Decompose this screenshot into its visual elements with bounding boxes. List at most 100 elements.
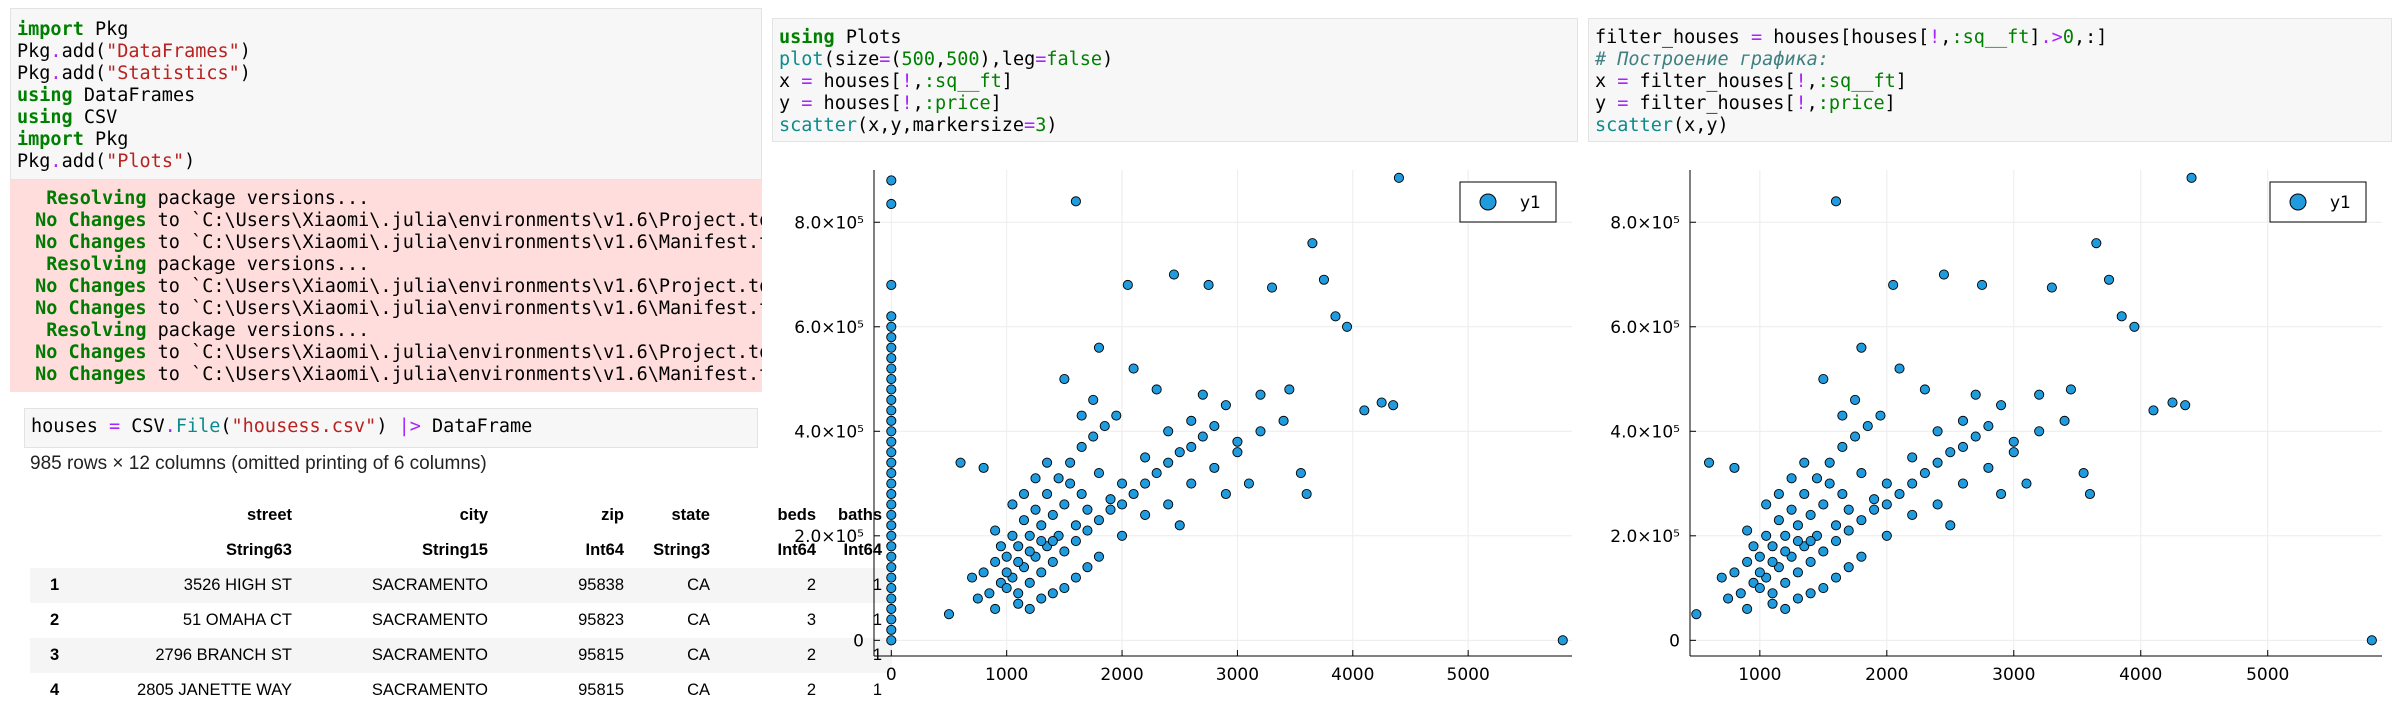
data-point [1007, 499, 1018, 510]
table-cell: 1 [872, 611, 882, 629]
data-point [1691, 609, 1702, 620]
code-token: ,:] [2073, 27, 2108, 48]
header-row: street city zip state beds baths [30, 498, 892, 533]
stderr-status: No Changes [24, 276, 147, 297]
data-point [1742, 603, 1753, 615]
data-point [2091, 238, 2102, 249]
data-point [972, 593, 983, 604]
data-point [1869, 504, 1880, 515]
data-point [1036, 593, 1047, 604]
data-point [1122, 279, 1133, 291]
table-cell: 95823 [578, 611, 624, 629]
data-point [1059, 583, 1070, 594]
stderr-message: to `C:\Users\Xiaomi\.julia\environments\… [146, 276, 762, 297]
data-point [1919, 384, 1930, 395]
data-point [1082, 504, 1093, 515]
column-header-beds: beds [777, 506, 816, 524]
code-token: houses [31, 416, 109, 437]
data-point [1082, 562, 1093, 573]
code-cell-plot2[interactable]: filter_houses = houses[houses[!,:sq__ft]… [1588, 18, 2392, 142]
code-token: 0 [2062, 27, 2074, 48]
table-row: 4 2805 JANETTE WAY SACRAMENTO 95815 CA 2 1 [30, 673, 892, 708]
code-editor[interactable]: houses = CSV.File("housess.csv") |> Data… [31, 416, 751, 438]
data-point [886, 321, 897, 332]
row-index: 1 [30, 568, 86, 603]
data-point [1830, 535, 1842, 547]
code-token: add( [61, 151, 107, 172]
data-point [990, 603, 1001, 615]
y-tick-label: 6.0×10⁵ [794, 318, 864, 338]
code-token: scatter [779, 115, 857, 136]
code-editor[interactable]: import Pkg Pkg.add("DataFrames") Pkg.add… [17, 19, 755, 173]
data-point [2034, 389, 2045, 400]
x-tick-label: 4000 [1331, 665, 1374, 685]
data-point [1093, 342, 1105, 353]
code-token: x [1595, 71, 1618, 92]
data-point [2180, 400, 2191, 411]
data-point [1830, 572, 1842, 583]
table-cell: SACRAMENTO [371, 611, 488, 629]
code-token: DataFrame [420, 416, 533, 437]
data-point [1197, 389, 1208, 400]
column-header-baths: baths [837, 506, 882, 524]
data-point [1047, 588, 1058, 599]
code-cell-csv[interactable]: houses = CSV.File("housess.csv") |> Data… [24, 408, 758, 448]
code-token: Pkg [17, 63, 51, 84]
code-cell-packages[interactable]: import Pkg Pkg.add("DataFrames") Pkg.add… [10, 8, 762, 180]
data-point [886, 583, 897, 594]
table-row: 1 3526 HIGH ST SACRAMENTO 95838 CA 2 1 [30, 568, 892, 603]
x-tick-label: 5000 [2246, 665, 2289, 685]
table-row: 2 51 OMAHA CT SACRAMENTO 95823 CA 3 1 [30, 603, 892, 638]
data-point [1970, 389, 1981, 400]
table-cell: CA [634, 638, 720, 673]
row-index: 3 [30, 638, 86, 673]
code-token: ] [1884, 93, 1896, 114]
stderr-status: No Changes [24, 364, 147, 385]
code-editor[interactable]: using Plots plot(size=(500,500),leg=fals… [779, 27, 1571, 137]
x-tick-label: 2000 [1865, 665, 1908, 685]
column-type-city: String15 [421, 541, 488, 559]
data-point [1792, 593, 1803, 604]
data-point [1307, 238, 1318, 249]
code-line: using Plots [779, 27, 902, 48]
data-point [1983, 462, 1994, 473]
data-point [1945, 520, 1956, 531]
data-point [1036, 535, 1047, 547]
data-point [886, 373, 897, 385]
code-editor[interactable]: filter_houses = houses[houses[!,:sq__ft]… [1595, 27, 2385, 137]
data-point [1070, 535, 1081, 547]
data-point [1786, 504, 1797, 515]
data-point [1255, 426, 1266, 437]
data-point [1243, 478, 1255, 489]
data-point [1843, 525, 1854, 536]
data-point [1932, 426, 1943, 437]
data-point [1786, 473, 1797, 484]
code-token: .> [2040, 27, 2063, 48]
data-point [1805, 556, 1816, 567]
data-point [886, 593, 897, 604]
code-cell-plot1[interactable]: using Plots plot(size=(500,500),leg=fals… [772, 18, 1578, 142]
data-point [886, 415, 897, 426]
code-token: using [779, 27, 835, 48]
data-point [886, 509, 897, 520]
code-token: Pkg [83, 19, 129, 40]
code-token: false [1046, 49, 1103, 70]
code-token: :sq__ft [1817, 71, 1896, 92]
data-point [1070, 572, 1081, 583]
data-point [1754, 567, 1765, 578]
data-point [1001, 583, 1012, 594]
data-point [1232, 447, 1243, 458]
code-token: import [17, 19, 84, 40]
data-point [1761, 530, 1772, 541]
data-point [1780, 546, 1791, 557]
code-token: = [1035, 49, 1047, 70]
data-point [2186, 172, 2197, 183]
code-token: Pkg [17, 151, 51, 172]
code-token: scatter [1595, 115, 1673, 136]
data-point [1729, 462, 1740, 473]
stderr-message: to `C:\Users\Xiaomi\.julia\environments\… [146, 232, 762, 253]
code-token: y [779, 93, 802, 114]
data-point [1140, 509, 1151, 520]
code-line: y = houses[!,:price] [779, 93, 1002, 114]
data-point [1030, 504, 1041, 515]
